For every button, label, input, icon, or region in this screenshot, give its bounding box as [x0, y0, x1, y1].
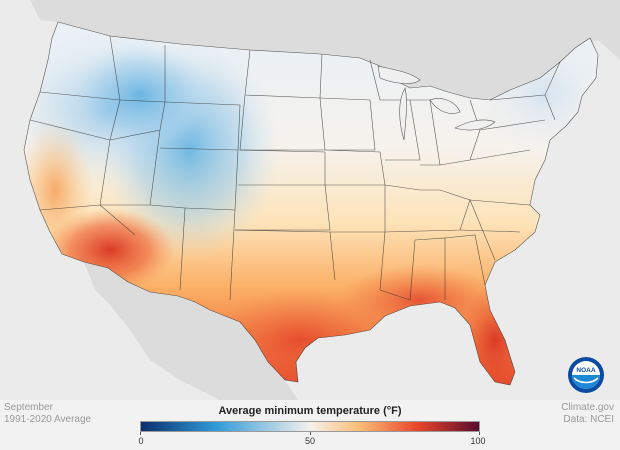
mexico-land [84, 262, 298, 400]
state-borders [23, 21, 599, 386]
period-caption: September 1991-2020 Average [4, 402, 91, 426]
legend-title: Average minimum temperature (°F) [218, 405, 402, 417]
source-data: Data: NCEI [563, 414, 614, 425]
tick-label-100: 100 [470, 436, 486, 446]
tick-mark-50 [310, 432, 311, 435]
canada-land [0, 0, 620, 100]
noaa-logo-icon: NOAA [568, 357, 604, 393]
tick-mark-100 [479, 432, 480, 435]
source-site: Climate.gov [561, 402, 614, 413]
temperature-map: NOAA [0, 0, 620, 400]
period-range: 1991-2020 Average [4, 414, 92, 425]
tick-label-0: 0 [138, 436, 144, 446]
tick-label-50: 50 [304, 436, 316, 446]
tick-mark-0 [140, 432, 141, 435]
period-month: September [4, 402, 53, 413]
noaa-logo-text: NOAA [576, 367, 595, 374]
color-scale-bar [140, 421, 480, 432]
source-caption: Climate.gov Data: NCEI [561, 402, 614, 426]
